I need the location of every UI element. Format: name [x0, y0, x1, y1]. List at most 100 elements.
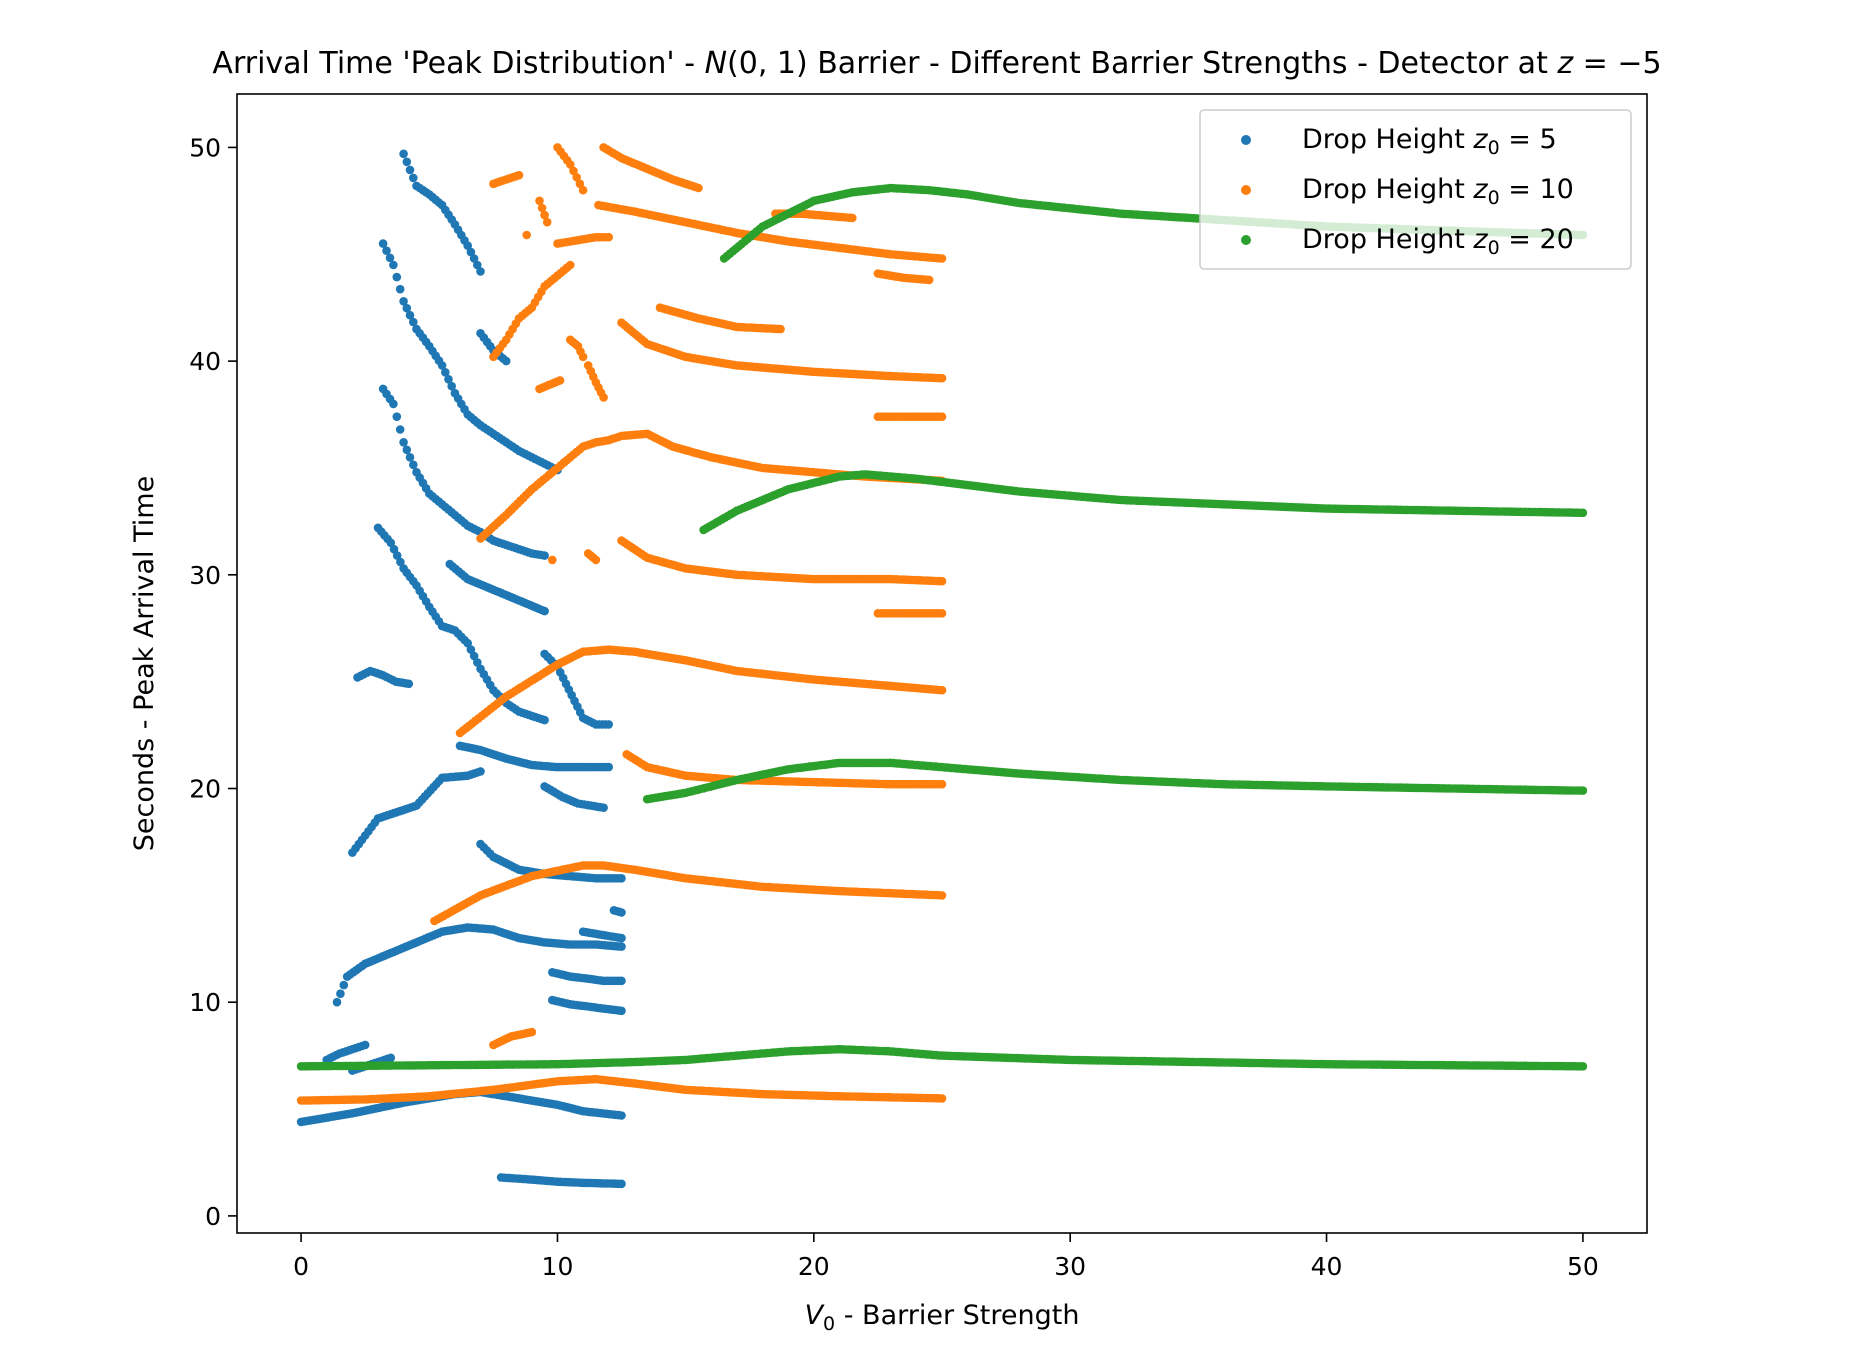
data-point [382, 246, 391, 255]
y-tick-label: 30 [189, 561, 221, 590]
data-point [599, 393, 608, 402]
data-point [395, 425, 405, 434]
series-2-points [296, 143, 947, 1105]
data-point [405, 165, 415, 175]
data-point [409, 460, 418, 470]
data-point [617, 874, 626, 883]
data-point [402, 303, 412, 313]
data-point [848, 213, 857, 223]
data-point [566, 160, 575, 169]
data-point [575, 179, 585, 189]
data-point [537, 203, 547, 213]
data-point [540, 551, 549, 560]
legend-entry: Drop Height z0 = 10 [1302, 174, 1574, 209]
data-point [399, 297, 408, 306]
data-point [514, 170, 524, 180]
plot-points [296, 143, 1588, 1189]
title-part: = −5 [1573, 46, 1661, 81]
data-point [386, 538, 396, 548]
data-point [469, 254, 479, 263]
data-point [617, 976, 626, 986]
title-part: Arrival Time 'Peak Distribution' - [212, 46, 704, 81]
data-point [937, 412, 947, 422]
x-tick-label: 20 [798, 1252, 830, 1281]
title-part: (0, 1) [727, 46, 808, 81]
data-point [332, 997, 342, 1007]
legend-marker [1241, 185, 1251, 195]
data-point [339, 980, 349, 990]
data-point [392, 272, 402, 282]
data-point [386, 1053, 396, 1063]
data-point [392, 551, 402, 560]
y-tick-label: 10 [189, 988, 221, 1017]
data-point [578, 185, 588, 195]
data-point [336, 989, 345, 998]
title-part: z [1556, 46, 1574, 81]
data-point [378, 239, 388, 248]
data-point [409, 317, 418, 327]
title-part: N [705, 46, 727, 81]
data-point [617, 1111, 626, 1120]
x-tick-label: 10 [542, 1252, 574, 1281]
data-point [437, 361, 447, 370]
data-point [1578, 508, 1588, 518]
series-1-points [296, 149, 626, 1189]
data-point [937, 609, 947, 618]
data-point [776, 324, 785, 334]
data-point [569, 166, 578, 176]
data-point [405, 453, 415, 462]
data-point [396, 557, 405, 567]
series-3-points [296, 183, 1588, 1071]
x-label-part: 0 [823, 1313, 835, 1335]
x-tick-label: 30 [1054, 1252, 1086, 1281]
data-point [476, 767, 485, 776]
data-point [527, 1027, 537, 1037]
data-point [522, 230, 531, 240]
data-point [389, 260, 398, 270]
data-point [617, 1179, 626, 1189]
legend-marker [1241, 135, 1251, 145]
y-axis-label: Seconds - Peak Arrival Time [129, 476, 160, 851]
y-tick-label: 50 [189, 133, 221, 162]
data-point [937, 685, 947, 695]
data-point [1578, 1062, 1588, 1071]
data-point [1578, 786, 1588, 795]
data-point [540, 715, 549, 725]
data-point [360, 1040, 370, 1050]
data-point [617, 942, 626, 951]
data-point [548, 555, 557, 565]
data-point [409, 173, 418, 183]
data-point [617, 933, 626, 943]
data-point [385, 253, 395, 263]
data-point [463, 241, 473, 250]
data-point [402, 445, 412, 455]
data-point [469, 651, 479, 661]
x-tick-label: 0 [293, 1252, 309, 1281]
plot-frame [236, 93, 1648, 1234]
data-point [937, 779, 947, 789]
x-axis-ticks: 0 10 20 30 40 50 [293, 1233, 1599, 1281]
data-point [395, 284, 405, 294]
data-point [617, 1006, 626, 1016]
data-point [572, 173, 581, 182]
y-axis-ticks: 0 10 20 30 40 50 [189, 133, 237, 1231]
data-point [501, 356, 511, 366]
data-point [578, 352, 588, 362]
y-tick-label: 20 [189, 775, 221, 804]
data-point [937, 254, 947, 263]
data-point [466, 247, 476, 257]
data-point [466, 645, 476, 654]
data-point [441, 368, 450, 377]
data-point [599, 803, 608, 812]
legend-entry: Drop Height z0 = 5 [1302, 124, 1557, 159]
data-point [566, 260, 575, 270]
data-point [542, 217, 552, 227]
data-point [540, 606, 549, 616]
data-point [591, 555, 601, 565]
data-point [399, 438, 408, 447]
x-tick-label: 40 [1311, 1252, 1343, 1281]
data-point [604, 762, 613, 772]
data-point [392, 412, 402, 422]
data-point [604, 232, 613, 242]
